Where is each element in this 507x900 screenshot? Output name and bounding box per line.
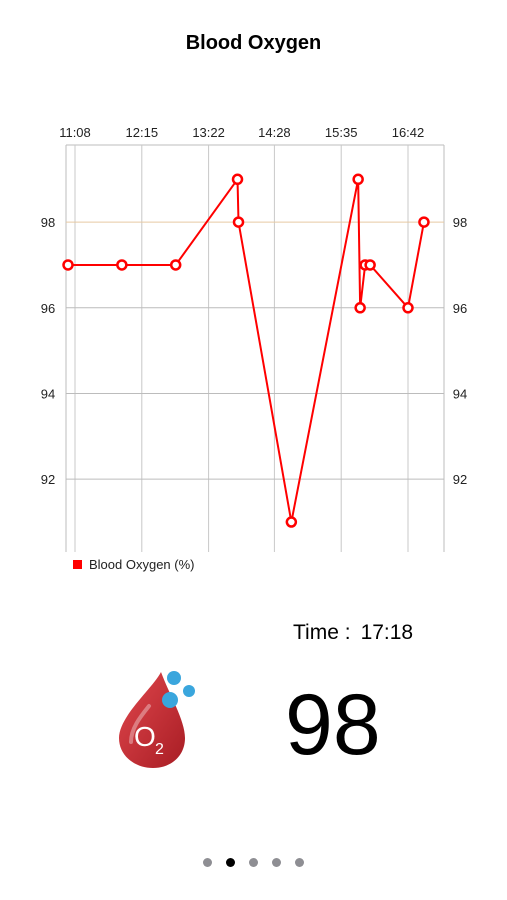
page-dot-active[interactable] [226,858,235,867]
page-dot[interactable] [295,858,304,867]
x-tick-label: 15:35 [325,125,358,140]
data-point [62,259,74,271]
bubble-medium [167,671,181,685]
y-tick-label-left: 92 [41,472,55,487]
reading-time: Time : 17:18 [293,621,413,645]
page-dot[interactable] [203,858,212,867]
data-point [231,173,244,186]
icon-o-text: O [134,721,156,752]
y-tick-label-right: 98 [453,215,467,230]
y-tick-label-left: 94 [41,386,55,401]
page-dot[interactable] [249,858,258,867]
drop-highlight [129,704,151,744]
page-title: Blood Oxygen [185,32,322,54]
data-point [285,516,298,528]
data-point [364,259,376,271]
x-tick-label: 12:15 [126,125,159,140]
o2-blood-drop-icon: O 2 [119,671,195,768]
data-point [418,216,430,228]
data-point [169,259,182,271]
bubble-large [162,692,178,708]
time-label: Time : [293,621,351,644]
y-axis-left-ticks: 92 94 96 98 [41,215,55,487]
data-point [232,216,245,228]
blood-oxygen-value: 98 [285,677,381,773]
blood-oxygen-chart: 11:08 12:15 13:22 14:28 15:35 16:42 92949698 … [41,125,467,552]
y-tick-label-right: 96 [453,301,467,316]
time-value: 17:18 [360,621,414,644]
data-point [116,259,128,271]
legend-swatch [73,560,82,569]
data-point [354,302,366,314]
y-axis-right-ticks: 92 94 96 98 [453,215,467,487]
x-tick-label: 13:22 [192,125,225,140]
page-dot[interactable] [272,858,281,867]
y-tick-label-right: 94 [453,386,467,401]
chart-grid [65,144,445,552]
icon-subscript: 2 [155,741,164,758]
y-tick-label-right: 92 [453,472,467,487]
data-point [352,173,364,186]
data-point [402,302,414,314]
x-tick-label: 14:28 [258,125,291,140]
x-axis-ticks: 11:08 12:15 13:22 14:28 15:35 16:42 [59,125,424,140]
y-tick-label-left: 98 [41,215,55,230]
bubble-small [183,685,195,697]
chart-legend: Blood Oxygen (%) [73,557,195,572]
legend-label: Blood Oxygen (%) [89,557,195,572]
x-tick-label: 16:42 [392,125,425,140]
drop-shape [119,672,185,768]
x-tick-label: 11:08 [59,125,91,140]
y-tick-label-left: 96 [41,301,55,316]
series-line [68,178,425,524]
page-indicator[interactable] [0,858,507,867]
chart-series [62,173,430,528]
